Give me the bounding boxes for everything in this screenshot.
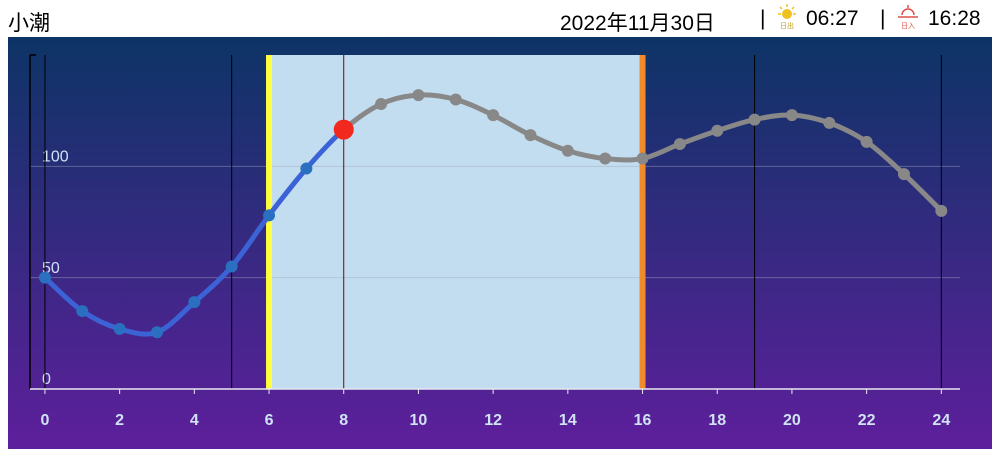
point [150, 326, 163, 339]
separator: | [760, 7, 766, 30]
x-tick-label: 2 [115, 412, 124, 429]
point [673, 138, 686, 151]
x-tick-label: 14 [559, 412, 577, 429]
point [897, 168, 910, 181]
sunrise-line [266, 55, 273, 389]
y-tick-label: 100 [42, 149, 69, 166]
sunset-icon-label: 日入 [901, 22, 915, 30]
point [524, 129, 537, 142]
sunset-icon: 日入 [898, 5, 918, 30]
x-tick-label: 22 [858, 412, 876, 429]
point [263, 209, 276, 222]
daylight-band [269, 55, 643, 389]
point [785, 109, 798, 122]
point [38, 271, 51, 284]
tide-name: 小潮 [8, 12, 50, 35]
current-point [333, 119, 354, 140]
point [375, 97, 388, 110]
x-tick-label: 6 [265, 412, 274, 429]
x-tick-label: 24 [932, 412, 950, 429]
x-tick-label: 0 [40, 412, 49, 429]
point [225, 260, 238, 273]
x-tick-label: 12 [484, 412, 502, 429]
point [412, 89, 425, 102]
point [599, 152, 612, 165]
point [636, 152, 649, 165]
sunset-line [639, 55, 646, 389]
sunrise-time: 06:27 [806, 7, 859, 30]
x-tick-label: 10 [410, 412, 428, 429]
point [113, 322, 126, 335]
x-tick-label: 16 [634, 412, 652, 429]
point [935, 204, 948, 217]
x-tick-label: 8 [339, 412, 348, 429]
point [823, 116, 836, 129]
header: 小潮 2022年11月30日 | 日出 06:27 | 日入 16:28 [0, 0, 1000, 37]
point [300, 162, 313, 175]
sunrise-icon-label: 日出 [780, 21, 794, 30]
point [76, 305, 89, 318]
sunset-time: 16:28 [928, 7, 981, 30]
point [748, 113, 761, 126]
separator: | [880, 7, 886, 30]
date: 2022年11月30日 [560, 12, 715, 35]
point [860, 135, 873, 148]
point [449, 93, 462, 106]
x-tick-label: 20 [783, 412, 801, 429]
point [487, 109, 500, 122]
sunrise-icon: 日出 [778, 4, 796, 30]
x-tick-label: 18 [708, 412, 726, 429]
y-tick-label: 0 [42, 371, 51, 388]
point [561, 144, 574, 157]
point [188, 296, 201, 309]
point [711, 124, 724, 137]
x-tick-label: 4 [190, 412, 199, 429]
